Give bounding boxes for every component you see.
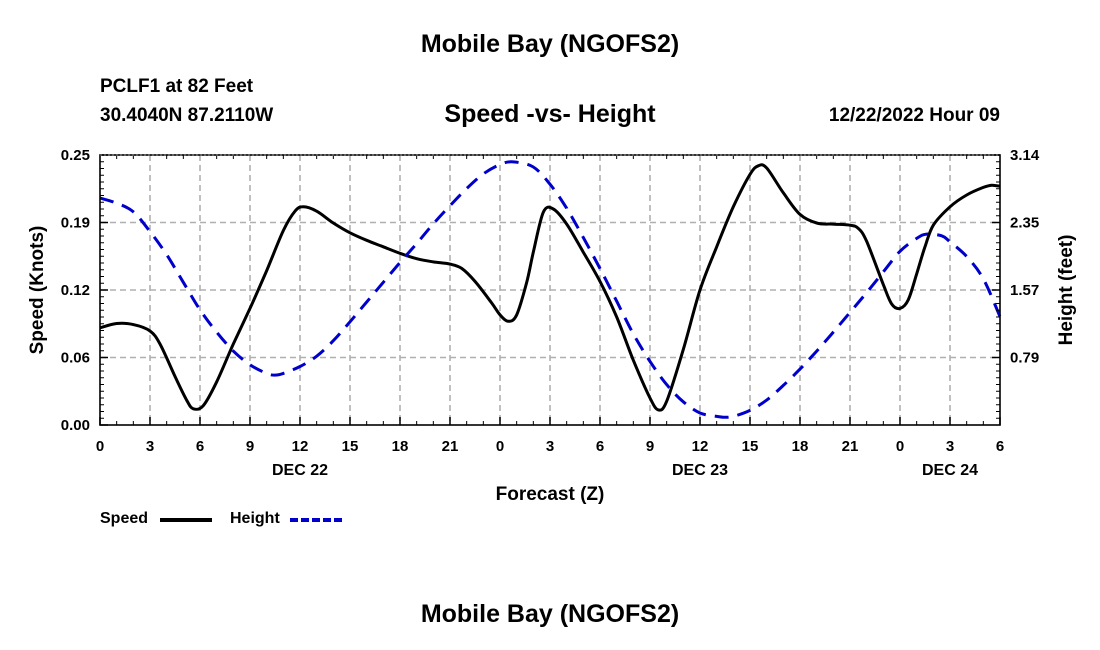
coordinates-label: 30.4040N 87.2110W [100, 105, 274, 126]
date-label: DEC 24 [922, 462, 978, 479]
station-label: PCLF1 at 82 Feet [100, 76, 254, 97]
x-tick-label: 12 [292, 438, 309, 455]
x-tick-label: 9 [646, 438, 654, 455]
x-tick-label: 18 [392, 438, 409, 455]
series-line-height [99, 160, 1002, 419]
y-left-axis-label: Speed (Knots) [27, 226, 48, 355]
x-tick-label: 3 [946, 438, 954, 455]
x-tick-label: 12 [692, 438, 709, 455]
y-left-tick-label: 0.06 [61, 350, 90, 367]
speed-height-chart: 0 3 6 9 12 15 18 21 0 3 6 9 12 15 18 21 0 3 6 DEC 22 DEC 23 D… [27, 147, 1077, 505]
y-left-tick-label: 0.19 [61, 215, 90, 232]
x-axis-label: Forecast (Z) [496, 484, 605, 505]
chart-title: Mobile Bay (NGOFS2) [420, 30, 680, 58]
y-right-tick-label: 1.57 [1010, 282, 1039, 299]
forecast-timestamp: 12/22/2022 Hour 09 [828, 105, 1000, 126]
series-layer [99, 160, 1002, 419]
x-tick-label: 3 [546, 438, 554, 455]
x-tick-label: 3 [146, 438, 154, 455]
footer-title: Mobile Bay (NGOFS2) [420, 600, 680, 628]
y-left-tick-label: 0.12 [61, 282, 90, 299]
y-right-tick-label: 2.35 [1010, 215, 1039, 232]
legend-speed-label: Speed [100, 510, 149, 527]
y-left-tick-label: 0.00 [61, 417, 90, 434]
date-label: DEC 23 [672, 462, 728, 479]
x-tick-label: 21 [442, 438, 459, 455]
x-tick-label: 0 [96, 438, 104, 455]
x-tick-label: 15 [742, 438, 759, 455]
legend-speed-swatch [160, 518, 212, 522]
x-tick-label: 15 [342, 438, 359, 455]
legend-height-swatch [290, 518, 342, 522]
chart-subtitle: Speed -vs- Height [444, 100, 656, 128]
grid-layer [100, 155, 1000, 425]
label-layer: 0 3 6 9 12 15 18 21 0 3 6 9 12 15 18 21 0 3 6 DEC 22 DEC 23 D… [27, 147, 1077, 505]
y-right-tick-label: 3.14 [1010, 147, 1040, 164]
y-right-tick-label: 0.79 [1010, 350, 1039, 367]
x-tick-label: 21 [842, 438, 859, 455]
x-tick-label: 6 [196, 438, 204, 455]
x-tick-label: 6 [596, 438, 604, 455]
legend-height-label: Height [230, 510, 280, 527]
date-label: DEC 22 [272, 462, 328, 479]
y-left-tick-label: 0.25 [61, 147, 90, 164]
x-tick-label: 9 [246, 438, 254, 455]
x-tick-label: 6 [996, 438, 1004, 455]
x-tick-label: 18 [792, 438, 809, 455]
series-line-speed [99, 163, 1001, 412]
y-right-axis-label: Height (feet) [1056, 235, 1077, 346]
axis-layer [99, 154, 1001, 426]
x-tick-label: 0 [896, 438, 904, 455]
x-tick-label: 0 [496, 438, 504, 455]
